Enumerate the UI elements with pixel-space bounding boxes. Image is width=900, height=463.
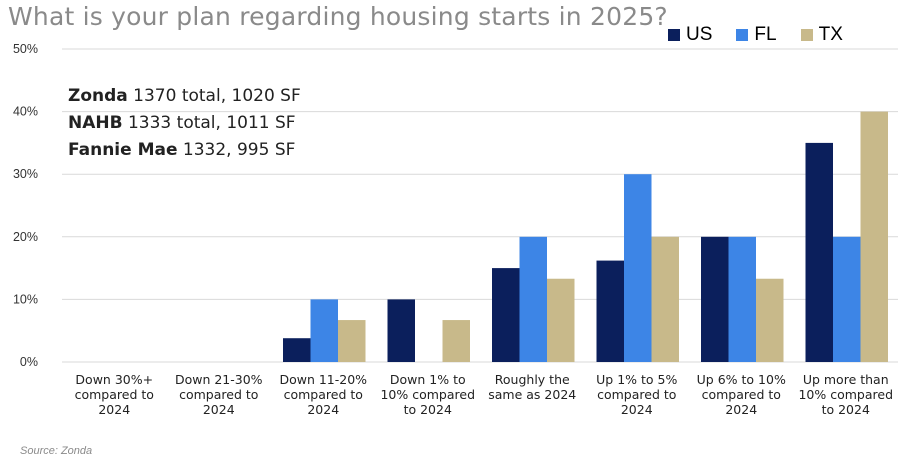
- x-tick-label: 2024: [98, 402, 130, 417]
- bar-tx: [756, 278, 784, 362]
- x-tick-label: Down 11-20%: [279, 372, 367, 387]
- x-tick-label: 2024: [203, 402, 235, 417]
- legend-swatch-tx: [800, 29, 813, 41]
- annotation-nahb-text: 1333 total, 1011 SF: [122, 113, 296, 133]
- x-tick-label: Down 1% to: [390, 372, 466, 387]
- bar-tx: [651, 236, 679, 362]
- legend: US FL TX: [668, 24, 867, 46]
- bar-us: [596, 260, 624, 362]
- y-tick-label: 40%: [13, 105, 38, 119]
- legend-swatch-fl: [736, 29, 749, 41]
- bar-tx: [547, 278, 575, 362]
- x-tick-label: compared to: [284, 387, 363, 402]
- annotation-zonda-text: 1370 total, 1020 SF: [127, 86, 301, 106]
- annotation-fannie-mae-text: 1332, 995 SF: [177, 140, 296, 160]
- x-tick-label: to 2024: [404, 402, 452, 417]
- bar-us: [492, 268, 520, 362]
- x-tick-label: compared to: [597, 387, 676, 402]
- y-tick-label: 0%: [20, 355, 38, 369]
- bar-us: [283, 338, 311, 362]
- x-tick-label: Up 6% to 10%: [697, 372, 786, 387]
- y-tick-label: 30%: [13, 167, 38, 181]
- x-tick-label: Roughly the: [495, 372, 570, 387]
- legend-item-tx: TX: [800, 24, 843, 46]
- legend-label-us: US: [686, 24, 713, 45]
- bar-fl: [310, 299, 338, 362]
- bar-tx: [338, 320, 366, 362]
- bar-us: [701, 236, 729, 362]
- x-tick-label: same as 2024: [488, 387, 576, 402]
- bar-fl: [833, 236, 861, 362]
- bar-us: [805, 142, 833, 362]
- x-tick-label: 2024: [621, 402, 653, 417]
- legend-label-fl: FL: [754, 24, 777, 45]
- x-tick-label: 10% compared: [380, 387, 475, 402]
- x-tick-label: Down 30%+: [75, 372, 153, 387]
- legend-item-us: US: [668, 24, 712, 46]
- annotation-fannie-mae-name: Fannie Mae: [68, 140, 178, 160]
- legend-swatch-us: [668, 29, 680, 41]
- x-tick-label: 10% compared: [798, 387, 893, 402]
- bar-tx: [860, 111, 888, 362]
- legend-label-tx: TX: [818, 24, 843, 45]
- x-tick-label: Up 1% to 5%: [596, 372, 677, 387]
- bar-fl: [728, 236, 756, 362]
- x-tick-label: Up more than: [803, 372, 889, 387]
- x-tick-label: to 2024: [822, 402, 870, 417]
- y-tick-label: 50%: [13, 42, 38, 56]
- annotation-zonda: Zonda 1370 total, 1020 SF: [68, 86, 301, 106]
- x-tick-label: 2024: [725, 402, 757, 417]
- x-tick-label: compared to: [702, 387, 781, 402]
- y-tick-label: 10%: [13, 292, 38, 306]
- bar-us: [387, 299, 415, 362]
- legend-item-fl: FL: [736, 24, 777, 46]
- y-tick-label: 20%: [13, 230, 38, 244]
- x-tick-label: compared to: [179, 387, 258, 402]
- x-tick-label: Down 21-30%: [175, 372, 263, 387]
- bar-tx: [442, 320, 470, 362]
- x-tick-label: 2024: [307, 402, 339, 417]
- annotation-fannie-mae: Fannie Mae 1332, 995 SF: [68, 140, 295, 160]
- bar-fl: [624, 174, 652, 362]
- annotation-nahb-name: NAHB: [68, 113, 123, 133]
- source-note: Source: Zonda: [20, 445, 93, 457]
- bar-fl: [519, 236, 547, 362]
- x-tick-label: compared to: [75, 387, 154, 402]
- annotation-zonda-name: Zonda: [68, 86, 128, 106]
- chart-title: What is your plan regarding housing star…: [8, 2, 668, 31]
- annotation-nahb: NAHB 1333 total, 1011 SF: [68, 113, 296, 133]
